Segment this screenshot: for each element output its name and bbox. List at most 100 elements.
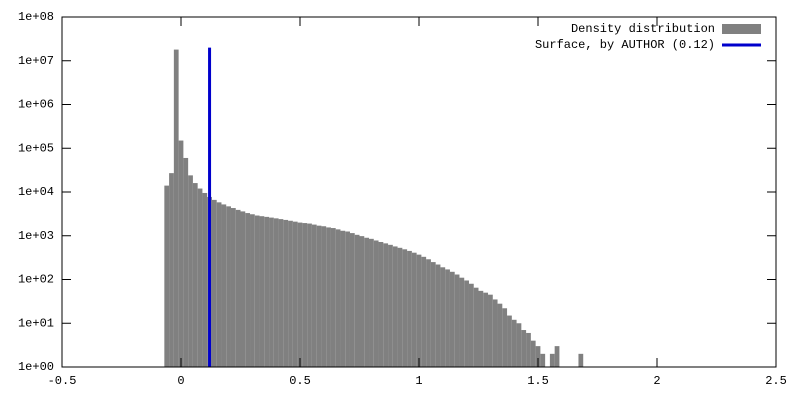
histogram-bar (273, 218, 279, 367)
y-tick-label: 1e+05 (18, 141, 54, 155)
histogram-bar (502, 308, 508, 367)
histogram-bar (359, 236, 365, 367)
histogram-bar (540, 353, 546, 367)
histogram-bar (211, 199, 217, 367)
histogram-bar (335, 229, 341, 367)
histogram-bar (468, 283, 474, 367)
histogram-bar (340, 230, 346, 367)
histogram-bar (364, 237, 370, 367)
histogram-bar (554, 346, 560, 367)
histogram-bar (488, 294, 493, 367)
histogram-bar (416, 254, 422, 367)
histogram-bar (449, 271, 455, 367)
histogram-bar (478, 290, 484, 367)
histogram-bar (511, 319, 517, 367)
legend: Density distribution Surface, by AUTHOR (… (535, 22, 761, 52)
histogram-bar (526, 332, 531, 367)
histogram-bar (216, 202, 222, 367)
histogram-bar (578, 353, 584, 367)
histogram-bar (250, 214, 255, 367)
histogram-bar (345, 231, 350, 367)
x-tick-label: 1 (415, 374, 422, 388)
x-tick-label: 0.5 (289, 374, 311, 388)
histogram-bar (192, 183, 198, 367)
histogram-bar (483, 292, 489, 367)
histogram-bar (411, 252, 417, 367)
histogram-bar (521, 330, 527, 367)
histogram-bar (259, 216, 265, 367)
histogram-bar (288, 220, 293, 367)
histogram-bar (459, 277, 465, 367)
histogram-bar (507, 315, 512, 367)
y-tick-label: 1e+01 (18, 316, 54, 330)
x-tick-label: 2.5 (765, 374, 787, 388)
histogram-bar (378, 241, 384, 367)
histogram-bar (430, 262, 436, 367)
histogram-bar (173, 49, 179, 368)
histogram-bar (330, 228, 336, 367)
x-tick-label: 2 (653, 374, 660, 388)
histogram-bar (226, 206, 231, 367)
histogram-bar (269, 217, 274, 367)
y-tick-label: 1e+08 (18, 10, 54, 24)
histogram-bar (283, 219, 289, 367)
histogram-bar (421, 256, 427, 367)
histogram-bar (297, 222, 303, 367)
histogram-bar (230, 208, 236, 367)
histogram-bar (497, 303, 503, 367)
histogram-bar (426, 259, 431, 367)
histogram-bar (464, 280, 469, 367)
histogram-bar (549, 353, 555, 367)
histogram-bar (392, 246, 398, 367)
histogram-bar (164, 185, 170, 367)
histogram-bar (235, 209, 241, 367)
histogram-bar (292, 221, 298, 367)
histogram-bar (202, 192, 208, 367)
histogram-bar (183, 157, 189, 367)
histogram-bar (307, 223, 312, 367)
histogram-bar (473, 287, 479, 367)
y-tick-label: 1e+07 (18, 54, 54, 68)
histogram-bar (316, 225, 322, 367)
histogram-bar (188, 175, 193, 367)
legend-swatch (722, 24, 761, 34)
histogram-bar (178, 140, 184, 367)
legend-label: Density distribution (571, 22, 715, 36)
plot-area (164, 47, 584, 368)
histogram-bar (373, 240, 379, 367)
y-tick-label: 1e+00 (18, 360, 54, 374)
histogram-bar (388, 244, 393, 367)
histogram-bar (349, 233, 355, 367)
histogram-bar (383, 243, 389, 367)
histogram-bar (197, 188, 203, 367)
histogram-bar (245, 213, 251, 367)
histogram-bar (445, 269, 450, 367)
x-tick-label: 0 (177, 374, 184, 388)
y-tick-label: 1e+06 (18, 98, 54, 112)
histogram-bar (302, 223, 308, 367)
y-tick-label: 1e+04 (18, 185, 54, 199)
histogram-bar (530, 340, 536, 367)
histogram-bar (397, 247, 403, 367)
y-tick-label: 1e+02 (18, 273, 54, 287)
histogram-bar (221, 204, 227, 367)
y-tick-label: 1e+03 (18, 229, 54, 243)
histogram-bar (440, 267, 446, 367)
histogram-bar (326, 227, 331, 367)
histogram-bar (369, 238, 374, 367)
histogram-bar (454, 274, 460, 367)
plot-frame (61, 16, 777, 368)
x-tick-label: 1.5 (527, 374, 549, 388)
histogram-bar (311, 224, 317, 367)
histogram-bar (240, 211, 246, 367)
histogram-bar (254, 215, 260, 367)
histogram-bar (407, 250, 412, 367)
legend-label: Surface, by AUTHOR (0.12) (535, 38, 715, 52)
histogram-bar (516, 323, 522, 367)
x-tick-label: -0.5 (48, 374, 77, 388)
histogram-bar (435, 264, 441, 367)
histogram-bar (492, 299, 498, 367)
histogram-bar (169, 173, 174, 367)
histogram-bar (321, 226, 327, 367)
